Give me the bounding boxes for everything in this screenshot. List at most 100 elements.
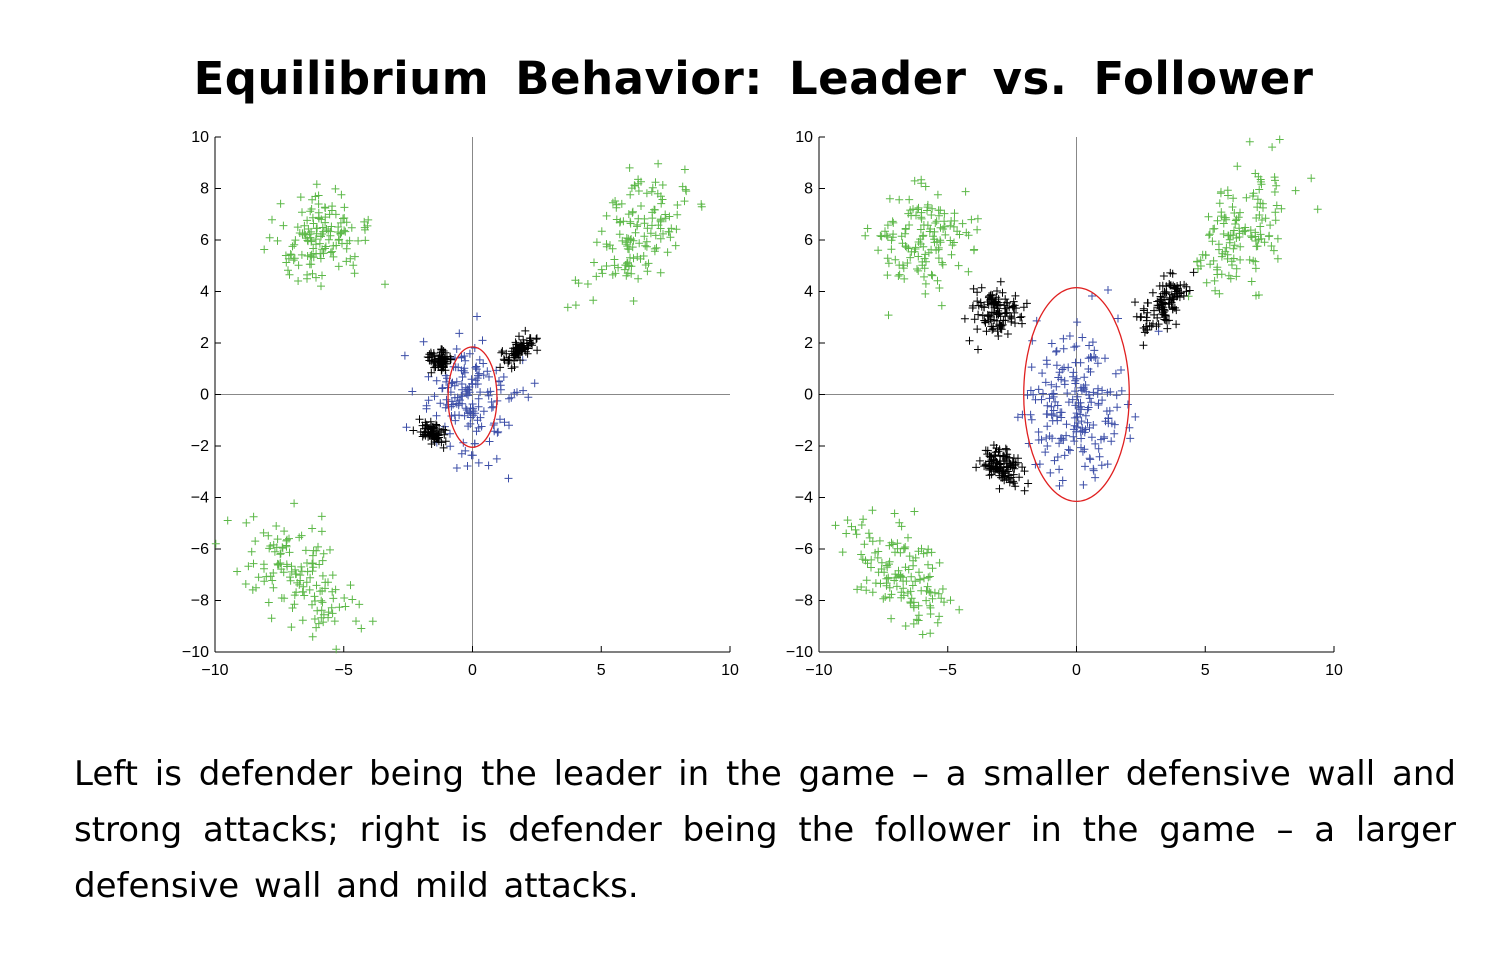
data-point bbox=[882, 561, 891, 570]
data-point bbox=[940, 217, 949, 226]
data-point bbox=[673, 210, 682, 219]
data-point bbox=[909, 619, 918, 628]
data-point bbox=[1043, 442, 1052, 450]
data-point bbox=[947, 217, 956, 225]
data-point bbox=[1080, 373, 1089, 382]
data-point bbox=[954, 261, 963, 270]
data-point bbox=[667, 224, 676, 233]
data-point bbox=[308, 632, 317, 641]
data-point bbox=[909, 601, 918, 610]
data-point bbox=[308, 600, 316, 609]
data-point bbox=[1093, 389, 1102, 398]
data-point bbox=[1219, 230, 1228, 238]
data-point bbox=[860, 540, 869, 549]
data-point bbox=[651, 231, 660, 240]
data-point bbox=[602, 262, 611, 270]
data-point bbox=[309, 546, 318, 555]
data-point bbox=[1213, 263, 1222, 272]
data-point bbox=[1107, 437, 1116, 446]
data-point bbox=[281, 251, 290, 260]
data-point bbox=[924, 545, 933, 554]
data-point bbox=[468, 379, 477, 388]
data-point bbox=[306, 207, 315, 216]
data-point bbox=[926, 601, 934, 610]
data-point bbox=[337, 228, 346, 237]
data-point bbox=[893, 544, 902, 553]
data-point bbox=[1256, 222, 1265, 231]
data-point bbox=[950, 209, 959, 218]
data-point bbox=[1027, 363, 1036, 372]
data-point bbox=[336, 218, 345, 227]
data-point bbox=[589, 296, 598, 305]
data-point bbox=[926, 610, 935, 618]
data-point bbox=[300, 229, 309, 238]
data-point bbox=[1139, 306, 1148, 315]
data-point bbox=[644, 259, 653, 268]
data-point bbox=[658, 181, 667, 189]
x-tick-label: −5 bbox=[335, 662, 353, 679]
data-point bbox=[651, 178, 660, 187]
data-point bbox=[1196, 262, 1205, 270]
data-point bbox=[532, 335, 541, 344]
y-tick-label: −2 bbox=[795, 438, 813, 455]
data-point bbox=[905, 221, 914, 229]
data-point bbox=[455, 411, 464, 420]
data-point bbox=[1008, 302, 1017, 311]
data-point bbox=[241, 580, 250, 588]
data-point bbox=[471, 363, 480, 372]
data-point bbox=[249, 512, 258, 521]
data-point bbox=[466, 413, 475, 422]
data-point bbox=[268, 576, 277, 585]
data-point bbox=[363, 221, 372, 230]
data-point bbox=[937, 301, 946, 310]
data-point bbox=[900, 274, 909, 283]
data-point bbox=[285, 548, 294, 557]
data-point bbox=[958, 219, 967, 228]
data-point bbox=[279, 568, 288, 577]
x-tick-label: 10 bbox=[1325, 662, 1343, 679]
data-point bbox=[626, 236, 635, 244]
data-point bbox=[1038, 369, 1047, 378]
data-point bbox=[665, 227, 674, 236]
data-point bbox=[492, 454, 501, 463]
data-point bbox=[998, 288, 1007, 297]
data-point bbox=[460, 368, 469, 377]
data-point bbox=[883, 254, 892, 263]
data-point bbox=[309, 219, 318, 228]
data-point bbox=[266, 542, 275, 550]
data-point bbox=[441, 348, 450, 357]
data-point bbox=[1026, 410, 1035, 419]
data-point bbox=[318, 230, 327, 238]
data-point bbox=[981, 446, 990, 455]
data-point bbox=[993, 465, 1002, 474]
data-point bbox=[892, 582, 901, 591]
data-point bbox=[1253, 195, 1262, 204]
data-point bbox=[1117, 366, 1125, 374]
data-point bbox=[984, 312, 993, 321]
data-point bbox=[1057, 434, 1066, 443]
data-point bbox=[890, 509, 899, 518]
data-point bbox=[1076, 398, 1085, 407]
data-point bbox=[961, 187, 970, 196]
data-point bbox=[402, 423, 411, 432]
data-point bbox=[1037, 435, 1046, 444]
data-point bbox=[283, 535, 291, 544]
data-point bbox=[1163, 324, 1172, 333]
data-point bbox=[936, 236, 945, 245]
data-point bbox=[995, 484, 1004, 493]
data-point bbox=[932, 246, 941, 255]
data-point bbox=[1254, 235, 1263, 244]
data-point bbox=[327, 206, 336, 215]
data-point bbox=[623, 242, 632, 251]
data-point bbox=[902, 577, 911, 586]
data-point bbox=[1228, 203, 1237, 211]
data-point bbox=[294, 277, 303, 285]
data-point bbox=[288, 604, 297, 612]
data-point bbox=[917, 586, 926, 595]
data-point bbox=[1029, 390, 1038, 399]
data-point bbox=[918, 630, 927, 639]
data-point bbox=[516, 356, 525, 365]
data-point bbox=[484, 461, 493, 470]
data-point bbox=[615, 218, 624, 227]
data-point bbox=[313, 224, 322, 233]
